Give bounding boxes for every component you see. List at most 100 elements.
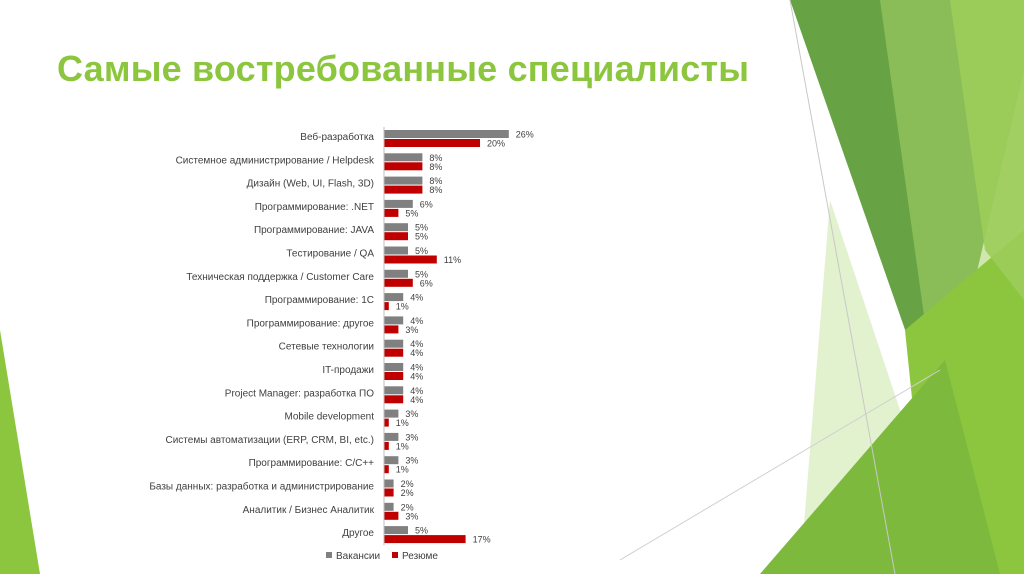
bar-resumes [384,325,399,334]
decor-left-strip [0,330,40,574]
category-label: Дизайн (Web, UI, Flash, 3D) [247,179,374,190]
value-label-vacancies: 2% [401,502,414,512]
value-label-resumes: 4% [410,395,423,405]
bar-resumes [384,208,399,217]
value-label-resumes: 4% [410,372,423,382]
bar-vacancies [384,246,408,255]
legend-label-resumes: Резюме [402,551,438,562]
bar-resumes [384,441,389,450]
value-label-resumes: 4% [410,348,423,358]
bar-resumes [384,488,394,497]
bar-resumes [384,255,437,264]
value-label-resumes: 3% [405,511,418,521]
category-label: Аналитик / Бизнес Аналитик [243,505,375,516]
legend-swatch-vacancies [326,552,332,558]
category-label: Программирование: другое [247,318,375,329]
bar-vacancies [384,316,404,325]
category-label: Программирование: .NET [255,202,374,213]
value-label-resumes: 17% [473,535,491,545]
bar-vacancies [384,526,408,535]
decor-line-2 [619,369,941,561]
category-label: Программирование: JAVA [254,225,374,236]
bar-vacancies [384,479,394,488]
decor-line [789,0,896,574]
value-label-vacancies: 26% [516,130,534,140]
bar-resumes [384,232,408,241]
value-label-vacancies: 3% [405,409,418,419]
bar-vacancies [384,386,404,395]
category-label: Mobile development [285,412,375,423]
value-label-vacancies: 3% [405,456,418,466]
bar-resumes [384,535,466,544]
value-label-resumes: 11% [444,255,461,265]
bar-vacancies [384,199,413,208]
bar-vacancies [384,293,404,302]
bar-resumes [384,418,389,427]
category-label: Базы данных: разработка и администрирова… [149,481,374,493]
category-label: Программирование: 1С [265,295,374,306]
value-label-vacancies: 4% [410,363,423,373]
value-label-vacancies: 8% [429,176,442,186]
value-label-vacancies: 3% [405,432,418,442]
value-label-resumes: 1% [396,302,409,312]
category-label: Другое [342,528,374,539]
bar-vacancies [384,153,423,162]
bar-vacancies [384,339,404,348]
category-label: Project Manager: разработка ПО [225,387,374,399]
bar-resumes [384,511,399,520]
bar-resumes [384,185,423,194]
value-label-resumes: 5% [405,208,418,218]
chart-bars [384,130,509,544]
category-label: Веб-разработка [300,131,374,143]
value-label-vacancies: 6% [420,199,433,209]
value-label-vacancies: 4% [410,339,423,349]
category-label: Системы автоматизации (ERP, CRM, BI, etc… [165,435,374,446]
value-label-resumes: 3% [405,325,418,335]
bar-resumes [384,372,404,380]
category-label: Системное администрирование / Helpdesk [176,155,375,166]
value-label-vacancies: 5% [415,526,428,536]
category-labels: Веб-разработка Системное администрировани… [149,131,375,539]
value-label-resumes: 1% [396,418,409,428]
value-label-vacancies: 8% [429,153,442,163]
bar-vacancies [384,223,408,232]
category-label: Тестирование / QA [286,249,374,260]
value-label-resumes: 1% [396,465,409,475]
value-label-vacancies: 4% [410,386,423,396]
decor-right-mid [760,360,1000,574]
bar-resumes [384,278,413,287]
legend-swatch-resumes [392,552,398,558]
decor-right-lightgreen [950,0,1024,300]
value-label-vacancies: 4% [410,316,423,326]
value-label-vacancies: 5% [415,246,428,256]
slide-title: Самые востребованные специалисты [57,48,750,89]
bar-resumes [384,139,480,147]
value-label-vacancies: 2% [401,479,414,489]
bar-resumes [384,162,423,171]
value-label-vacancies: 4% [410,293,423,303]
value-label-resumes: 1% [396,441,409,451]
bar-vacancies [384,363,404,371]
bar-vacancies [384,456,399,465]
bar-vacancies [384,409,399,418]
chart-legend: Вакансии Резюме [326,551,438,562]
bar-vacancies [384,502,394,511]
value-label-resumes: 8% [429,162,442,172]
category-label: Сетевые технологии [279,342,374,353]
value-label-resumes: 2% [401,488,414,498]
bar-resumes [384,465,389,474]
category-label: IT-продажи [322,365,374,376]
value-label-vacancies: 5% [415,269,428,279]
bar-vacancies [384,176,423,185]
category-label: Техническая поддержка / Customer Care [186,272,374,283]
value-label-resumes: 6% [420,278,433,288]
bar-resumes [384,348,404,357]
bar-resumes [384,302,389,311]
legend-label-vacancies: Вакансии [336,551,380,562]
value-label-resumes: 5% [415,232,428,242]
value-label-resumes: 20% [487,139,505,149]
value-label-resumes: 8% [429,185,442,195]
bar-vacancies [384,432,399,441]
